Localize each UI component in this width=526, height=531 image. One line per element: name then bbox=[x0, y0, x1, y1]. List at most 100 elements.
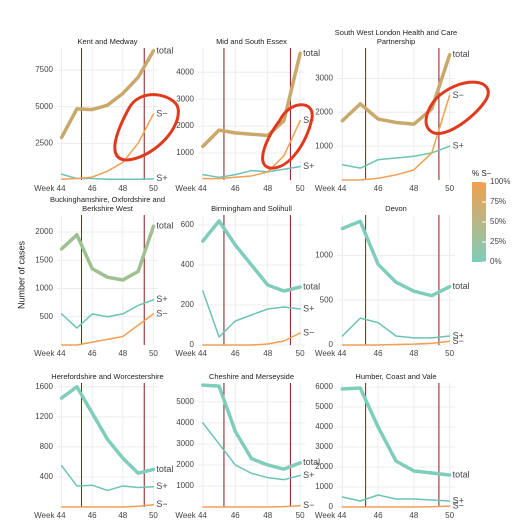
plot-area bbox=[198, 215, 305, 345]
series-line bbox=[341, 340, 451, 346]
y-tick-label: 1200 bbox=[35, 412, 53, 421]
y-tick-label: 800 bbox=[40, 442, 54, 451]
x-tick-label: 48 bbox=[409, 511, 418, 520]
panel-title-box: South West London Health and Care Partne… bbox=[334, 28, 458, 46]
y-tick-label: 0 bbox=[329, 502, 334, 511]
y-tick-label: 400 bbox=[181, 260, 195, 269]
y-tick-label: 1600 bbox=[35, 382, 53, 391]
series-end-label: S+ bbox=[156, 481, 167, 491]
x-tick-label: Week 44 bbox=[315, 349, 347, 358]
x-tick-label: 48 bbox=[118, 184, 127, 193]
series-line bbox=[202, 119, 301, 180]
series-end-label: S− bbox=[156, 499, 167, 509]
circle-annotation bbox=[261, 103, 314, 170]
panel-title: Kent and Medway bbox=[77, 37, 138, 46]
panel-title: Devon bbox=[385, 204, 407, 213]
series-end-label: total bbox=[453, 49, 470, 59]
x-tick-label: 48 bbox=[118, 511, 127, 520]
series-end-label: S− bbox=[303, 500, 314, 510]
series-end-label: S− bbox=[303, 115, 314, 125]
y-tick-label: 0 bbox=[329, 340, 334, 349]
x-tick-label: 46 bbox=[374, 184, 383, 193]
series-line bbox=[202, 422, 301, 481]
series-line bbox=[202, 332, 301, 346]
y-tick-label: 2000 bbox=[35, 227, 53, 236]
y-tick-label: 0 bbox=[190, 340, 195, 349]
series-end-label: S+ bbox=[303, 303, 314, 313]
plot-area bbox=[57, 383, 158, 507]
panel-title-box: Kent and Medway bbox=[77, 37, 138, 46]
series-line bbox=[341, 317, 451, 339]
x-tick-label: 50 bbox=[149, 184, 158, 193]
series-end-label: S+ bbox=[156, 294, 167, 304]
series-end-label: total bbox=[303, 457, 320, 467]
y-tick-label: 500 bbox=[320, 295, 334, 304]
series-line bbox=[60, 313, 155, 346]
panel-title: South West London Health and Care Partne… bbox=[334, 28, 458, 46]
circle-annotation bbox=[424, 80, 490, 135]
legend-tick-label: 50% bbox=[490, 217, 506, 226]
series-end-label: total bbox=[303, 281, 320, 291]
y-tick-label: 3000 bbox=[315, 442, 333, 451]
y-tick-label: 5000 bbox=[176, 397, 194, 406]
x-tick-label: Week 44 bbox=[34, 184, 66, 193]
series-line bbox=[341, 494, 451, 502]
y-tick-label: 4000 bbox=[176, 418, 194, 427]
y-tick-label: 1000 bbox=[176, 148, 194, 157]
x-tick-label: Week 44 bbox=[34, 511, 66, 520]
panel-title-box: Cheshire and Merseyside bbox=[208, 372, 295, 381]
x-tick-label: 50 bbox=[296, 511, 305, 520]
series-line bbox=[340, 53, 452, 126]
series-line bbox=[60, 113, 155, 181]
series-line bbox=[341, 505, 451, 508]
y-tick-label: 1000 bbox=[315, 482, 333, 491]
panel-title-box: Buckinghamshire, Oxfordshire and Berkshi… bbox=[50, 195, 165, 213]
circle-annotation bbox=[113, 93, 180, 162]
legend-title: % S− bbox=[472, 169, 492, 178]
y-tick-label: 2000 bbox=[315, 462, 333, 471]
y-tick-label: 5000 bbox=[35, 102, 53, 111]
y-tick-label: 200 bbox=[181, 300, 195, 309]
x-tick-label: 50 bbox=[445, 511, 454, 520]
x-tick-label: 50 bbox=[445, 349, 454, 358]
x-tick-label: Week 44 bbox=[175, 511, 207, 520]
series-end-label: S+ bbox=[453, 495, 464, 505]
y-tick-label: 1000 bbox=[315, 250, 333, 259]
legend-tick-label: 75% bbox=[490, 197, 506, 206]
panel-title: Herefordshire and Worcestershire bbox=[51, 372, 164, 381]
series-end-label: S+ bbox=[453, 141, 464, 151]
x-tick-label: Week 44 bbox=[315, 511, 347, 520]
y-tick-label: 1000 bbox=[315, 141, 333, 150]
y-tick-label: 2000 bbox=[176, 460, 194, 469]
x-tick-label: 48 bbox=[409, 184, 418, 193]
legend-tick-label: 25% bbox=[490, 237, 506, 246]
y-tick-label: 3000 bbox=[176, 439, 194, 448]
y-tick-label: 7500 bbox=[35, 65, 53, 74]
series-end-label: S+ bbox=[303, 161, 314, 171]
series-end-label: S+ bbox=[156, 173, 167, 183]
x-tick-label: 50 bbox=[149, 349, 158, 358]
series-line bbox=[59, 385, 156, 475]
series-line bbox=[60, 503, 155, 508]
series-end-label: total bbox=[156, 45, 173, 55]
y-tick-label: 3000 bbox=[315, 74, 333, 83]
panel-title: Humber, Coast and Vale bbox=[355, 372, 437, 381]
x-tick-label: 48 bbox=[263, 349, 272, 358]
x-tick-label: 46 bbox=[88, 349, 97, 358]
series-end-label: S− bbox=[303, 327, 314, 337]
y-tick-label: 500 bbox=[40, 312, 54, 321]
panel-title: Cheshire and Merseyside bbox=[208, 372, 295, 381]
y-tick-label: 600 bbox=[181, 220, 195, 229]
y-tick-label: 1000 bbox=[176, 481, 194, 490]
series-end-label: S− bbox=[156, 308, 167, 318]
series-line bbox=[60, 464, 155, 492]
y-tick-label: 2000 bbox=[315, 107, 333, 116]
y-tick-label: 5000 bbox=[315, 402, 333, 411]
x-tick-label: 46 bbox=[88, 511, 97, 520]
x-tick-label: 48 bbox=[409, 349, 418, 358]
x-tick-label: 48 bbox=[263, 184, 272, 193]
series-end-label: total bbox=[453, 469, 470, 479]
series-line bbox=[202, 290, 301, 338]
series-line bbox=[59, 49, 156, 140]
